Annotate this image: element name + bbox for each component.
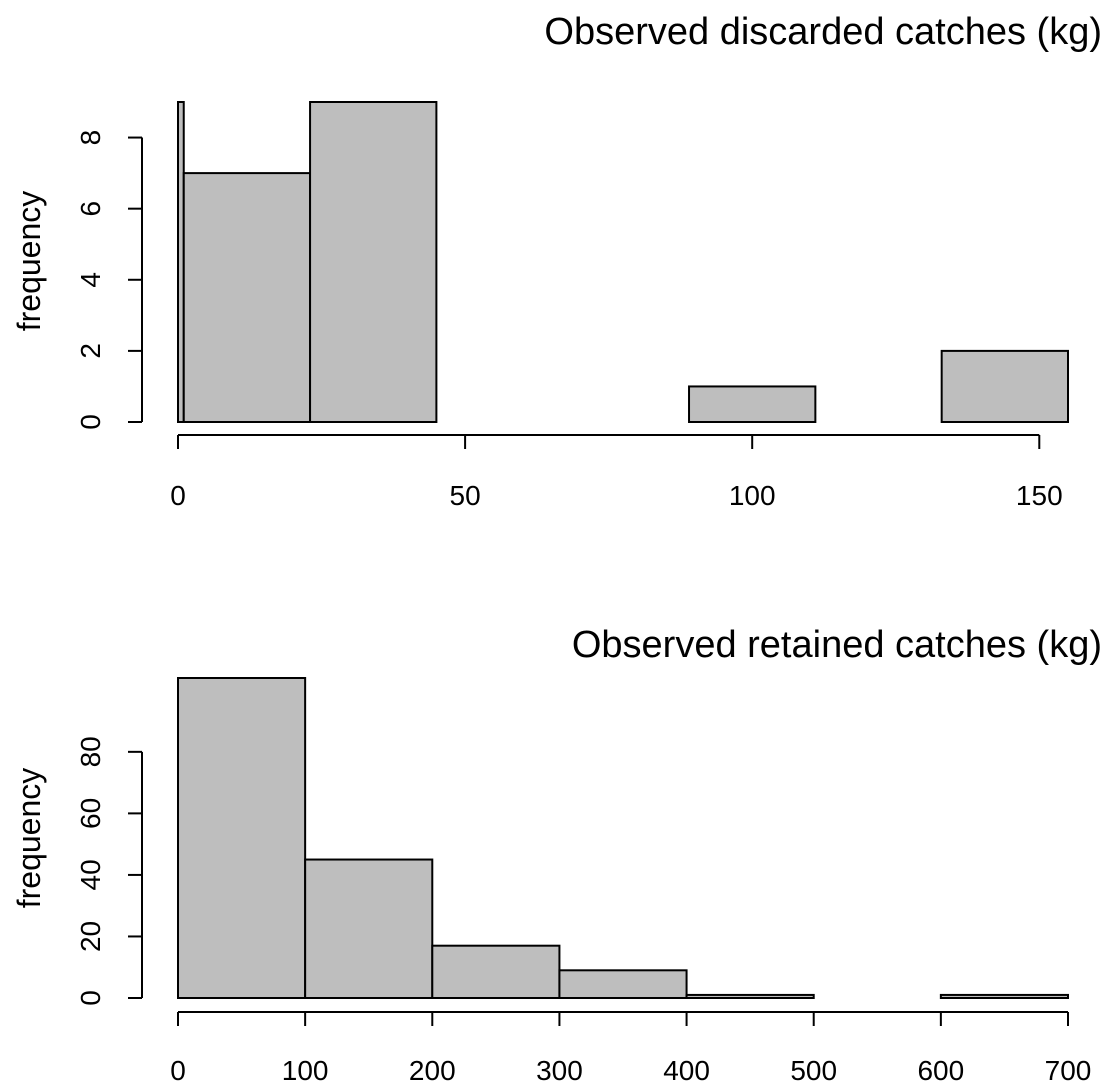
x-tick-label: 500	[790, 1055, 837, 1086]
retained-chart-title: Observed retained catches (kg)	[572, 624, 1102, 666]
discarded-y-axis-label: frequency	[11, 191, 47, 332]
histogram-bar	[309, 101, 438, 423]
histogram-bar	[940, 349, 1070, 423]
y-tick-label: 4	[75, 272, 106, 288]
discarded-chart-title: Observed discarded catches (kg)	[544, 11, 1102, 53]
x-tick-label: 100	[282, 1055, 329, 1086]
histogram-bar	[182, 172, 312, 423]
x-tick-label: 50	[450, 480, 481, 511]
discarded-catches-panel: Observed discarded catches (kg) frequenc…	[11, 11, 1102, 511]
y-tick-label: 0	[75, 990, 106, 1006]
x-tick-label: 0	[170, 480, 186, 511]
histogram-bar	[685, 993, 815, 1000]
discarded-bars	[177, 101, 1070, 424]
y-tick-label: 8	[75, 130, 106, 146]
retained-y-axis-label: frequency	[11, 768, 47, 909]
histogram-bar	[304, 858, 434, 999]
y-tick-label: 60	[75, 798, 106, 829]
retained-catches-panel: Observed retained catches (kg) frequency…	[11, 624, 1102, 1086]
x-tick-label: 300	[536, 1055, 583, 1086]
x-tick-label: 0	[170, 1055, 186, 1086]
y-tick-label: 0	[75, 414, 106, 430]
x-tick-label: 400	[663, 1055, 710, 1086]
retained-axes: 0 100 200 300 400 500 600 700 0 20 40 60 80	[75, 736, 1091, 1086]
x-tick-label: 200	[409, 1055, 456, 1086]
retained-bars	[177, 677, 1069, 1000]
x-tick-label: 600	[917, 1055, 964, 1086]
x-tick-label: 150	[1016, 480, 1063, 511]
y-tick-label: 20	[75, 921, 106, 952]
histogram-bar	[431, 944, 561, 1000]
histogram-bar	[177, 677, 307, 999]
x-tick-label: 100	[729, 480, 776, 511]
histogram-bar	[558, 969, 688, 999]
discarded-axes: 0 50 100 150 0 2 4 6 8	[75, 130, 1063, 511]
y-tick-label: 40	[75, 859, 106, 890]
y-tick-label: 80	[75, 736, 106, 767]
y-tick-label: 6	[75, 201, 106, 217]
y-tick-label: 2	[75, 343, 106, 359]
histogram-bar	[688, 385, 817, 424]
x-tick-label: 700	[1045, 1055, 1092, 1086]
histogram-bar	[939, 993, 1069, 1000]
